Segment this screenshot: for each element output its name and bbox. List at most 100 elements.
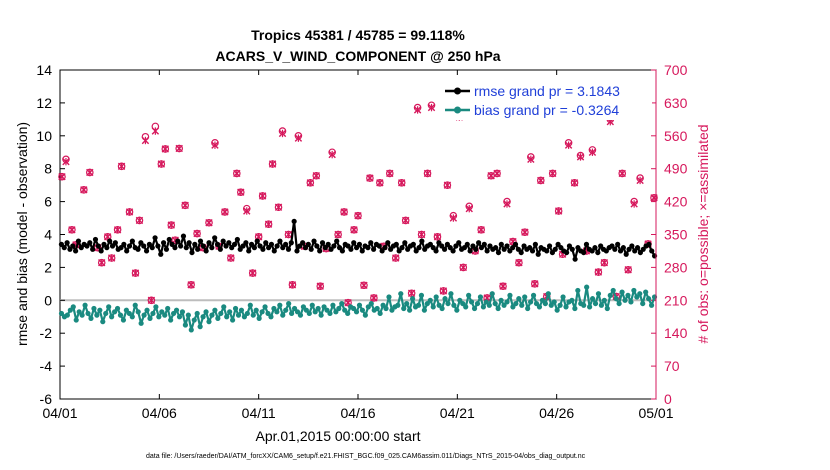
rmse-point	[178, 243, 184, 249]
rmse-point	[149, 245, 155, 251]
bias-point	[451, 302, 457, 308]
bias-point	[610, 287, 616, 294]
bias-point	[103, 310, 109, 317]
x-tick-label: 04/11	[242, 405, 276, 421]
bias-point	[427, 297, 433, 303]
obs-assimilated-marker	[131, 269, 140, 277]
obs-assimilated-marker	[417, 230, 426, 239]
rmse-point	[314, 243, 320, 249]
y-left-tick-label: 2	[44, 259, 52, 275]
rmse-point	[254, 238, 260, 244]
bias-point	[448, 291, 454, 297]
bias-point	[173, 307, 180, 313]
rmse-point	[243, 240, 249, 246]
bias-point	[318, 312, 324, 318]
rmse-point	[234, 236, 240, 243]
obs-assimilated-marker	[125, 208, 134, 216]
bias-point	[525, 305, 531, 312]
bias-point	[395, 302, 401, 308]
obs-assimilated-marker	[600, 259, 609, 267]
rmse-point	[152, 235, 158, 241]
obs-assimilated-marker	[439, 287, 448, 295]
data-file-footnote: data file: /Users/raeder/DAI/ATM_forcXX/…	[146, 453, 586, 460]
bias-point	[498, 297, 504, 303]
bias-point	[359, 307, 366, 313]
bias-point	[218, 310, 224, 317]
y-left-tick-label: -6	[40, 391, 53, 407]
rmse-point	[251, 245, 258, 251]
rmse-point	[581, 249, 587, 256]
x-tick-label: 04/06	[142, 405, 177, 421]
bias-point	[250, 312, 256, 318]
rmse-point	[209, 245, 215, 251]
rmse-point	[300, 240, 306, 246]
rmse-point	[325, 241, 331, 247]
bias-point	[474, 300, 481, 307]
rmse-point	[98, 248, 104, 254]
rmse-point	[112, 240, 118, 246]
rmse-point	[402, 240, 408, 246]
y-right-tick-label: 350	[664, 227, 688, 243]
rmse-point	[246, 248, 252, 254]
rmse-point	[319, 240, 326, 246]
bias-point	[227, 309, 233, 315]
obs-assimilated-marker	[147, 296, 156, 304]
obs-assimilated-marker	[334, 230, 342, 239]
legend-bias-label: bias grand pr = -0.3264	[474, 102, 619, 118]
bias-point	[404, 300, 410, 307]
rmse-point	[356, 241, 363, 247]
legend-bias-marker	[454, 106, 461, 114]
obs-assimilated-marker	[181, 201, 189, 210]
obs-assimilated-marker	[187, 281, 195, 289]
bias-point	[625, 292, 631, 298]
bias-point	[221, 304, 227, 310]
bias-point	[646, 296, 652, 302]
rmse-point	[592, 245, 598, 251]
rmse-point	[348, 246, 354, 252]
rmse-point	[172, 245, 178, 251]
rmse-point	[512, 241, 519, 247]
bias-point	[100, 319, 106, 325]
rmse-point	[623, 251, 629, 257]
rmse-point	[107, 238, 113, 244]
obs-assimilated-marker	[548, 169, 557, 178]
bias-point	[374, 305, 380, 312]
obs-assimilated-marker	[107, 254, 116, 262]
rmse-point	[220, 238, 226, 244]
rmse-point	[634, 245, 641, 251]
y-left-axis-label: rmse and bias (model - observation)	[14, 122, 30, 346]
y-left-tick-label: 12	[36, 95, 52, 111]
bias-point	[601, 297, 607, 303]
rmse-point	[195, 246, 201, 252]
x-tick-label: 04/01	[42, 405, 77, 421]
bias-point	[581, 302, 587, 308]
bias-point	[569, 297, 575, 303]
bias-point	[106, 304, 112, 310]
obs-assimilated-marker	[135, 216, 144, 225]
y-right-tick-label: 140	[664, 325, 688, 341]
rmse-point	[141, 243, 147, 249]
rmse-point	[433, 248, 439, 254]
rmse-point	[317, 248, 323, 254]
y-right-tick-label: 630	[664, 95, 688, 111]
bias-point	[619, 289, 625, 295]
bias-point	[247, 302, 253, 308]
bias-point	[471, 305, 478, 312]
bias-point	[129, 314, 135, 320]
obs-assimilated-marker	[370, 294, 378, 302]
obs-assimilated-marker	[284, 230, 293, 239]
bias-point	[522, 294, 528, 300]
bias-point	[153, 304, 159, 310]
bias-point	[176, 314, 183, 320]
bias-point	[398, 291, 404, 297]
rmse-point	[564, 249, 570, 256]
obs-assimilated-marker	[157, 160, 166, 168]
bias-point	[194, 310, 200, 317]
bias-point	[480, 304, 486, 310]
bias-point	[120, 317, 127, 323]
x-axis-label: Apr.01,2015 00:00:00 start	[255, 428, 420, 444]
bias-point	[315, 305, 321, 312]
obs-assimilated-marker	[564, 141, 573, 149]
bias-point	[253, 307, 259, 313]
rmse-point	[331, 243, 337, 249]
